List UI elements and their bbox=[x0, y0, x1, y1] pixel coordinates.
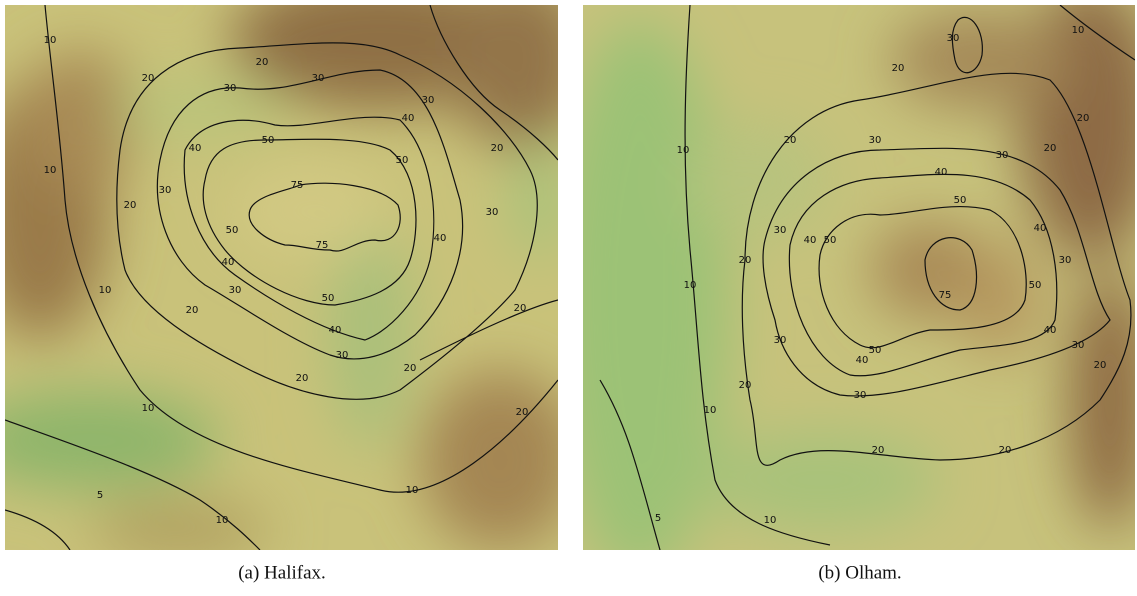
contour-label: 10 bbox=[406, 485, 419, 496]
contour-label: 20 bbox=[999, 445, 1012, 456]
contour-label: 50 bbox=[322, 293, 335, 304]
contour-label: 20 bbox=[1094, 360, 1107, 371]
contour-label: 30 bbox=[774, 225, 787, 236]
map-olham bbox=[550, 0, 1137, 580]
contour-label: 30 bbox=[869, 135, 882, 146]
contour-label: 40 bbox=[402, 113, 415, 124]
contour-label: 20 bbox=[1044, 143, 1057, 154]
contour-label: 30 bbox=[229, 285, 242, 296]
contour-label: 20 bbox=[514, 303, 527, 314]
contour-label: 20 bbox=[1077, 113, 1090, 124]
map-halifax bbox=[0, 0, 590, 560]
contour-label: 30 bbox=[1072, 340, 1085, 351]
contour-label: 20 bbox=[186, 305, 199, 316]
contour-label: 10 bbox=[216, 515, 229, 526]
contour-label: 50 bbox=[869, 345, 882, 356]
contour-label: 50 bbox=[954, 195, 967, 206]
contour-label: 30 bbox=[422, 95, 435, 106]
contour-label: 40 bbox=[329, 325, 342, 336]
contour-label: 50 bbox=[226, 225, 239, 236]
contour-label: 20 bbox=[872, 445, 885, 456]
contour-label: 40 bbox=[804, 235, 817, 246]
contour-label: 20 bbox=[404, 363, 417, 374]
contour-label: 20 bbox=[256, 57, 269, 68]
contour-label: 50 bbox=[262, 135, 275, 146]
contour-label: 5 bbox=[655, 513, 661, 524]
contour-label: 20 bbox=[784, 135, 797, 146]
contour-label: 30 bbox=[486, 207, 499, 218]
contour-label: 10 bbox=[142, 403, 155, 414]
contour-label: 20 bbox=[892, 63, 905, 74]
contour-label: 40 bbox=[856, 355, 869, 366]
contour-label: 20 bbox=[124, 200, 137, 211]
contour-label: 30 bbox=[312, 73, 325, 84]
contour-label: 20 bbox=[739, 255, 752, 266]
contour-label: 30 bbox=[336, 350, 349, 361]
contour-label: 20 bbox=[491, 143, 504, 154]
contour-label: 30 bbox=[159, 185, 172, 196]
caption: (b) Olham. bbox=[818, 562, 901, 583]
contour-label: 40 bbox=[935, 167, 948, 178]
contour-label: 75 bbox=[316, 240, 329, 251]
contour-label: 40 bbox=[434, 233, 447, 244]
contour-label: 20 bbox=[296, 373, 309, 384]
contour-label: 75 bbox=[939, 290, 952, 301]
contour-label: 40 bbox=[1034, 223, 1047, 234]
contour-label: 10 bbox=[44, 165, 57, 176]
contour-label: 30 bbox=[947, 33, 960, 44]
contour-label: 40 bbox=[189, 143, 202, 154]
contour-label: 30 bbox=[854, 390, 867, 401]
contour-label: 10 bbox=[99, 285, 112, 296]
contour-label: 50 bbox=[1029, 280, 1042, 291]
contour-label: 30 bbox=[1059, 255, 1072, 266]
contour-label: 10 bbox=[764, 515, 777, 526]
contour-label: 20 bbox=[142, 73, 155, 84]
contour-label: 20 bbox=[516, 407, 529, 418]
contour-label: 20 bbox=[739, 380, 752, 391]
contour-label: 10 bbox=[1072, 25, 1085, 36]
caption: (a) Halifax. bbox=[238, 562, 326, 583]
contour-label: 50 bbox=[396, 155, 409, 166]
contour-label: 10 bbox=[704, 405, 717, 416]
contour-label: 75 bbox=[291, 180, 304, 191]
contour-label: 30 bbox=[996, 150, 1009, 161]
contour-label: 50 bbox=[824, 235, 837, 246]
contour-label: 10 bbox=[684, 280, 697, 291]
contour-label: 40 bbox=[222, 257, 235, 268]
figure: 1020203030304040505020103020753040507540… bbox=[0, 0, 1137, 596]
contour-label: 40 bbox=[1044, 325, 1057, 336]
contour-label: 10 bbox=[677, 145, 690, 156]
contour-label: 30 bbox=[774, 335, 787, 346]
contour-label: 30 bbox=[224, 83, 237, 94]
contour-label: 5 bbox=[97, 490, 103, 501]
contour-label: 10 bbox=[44, 35, 57, 46]
